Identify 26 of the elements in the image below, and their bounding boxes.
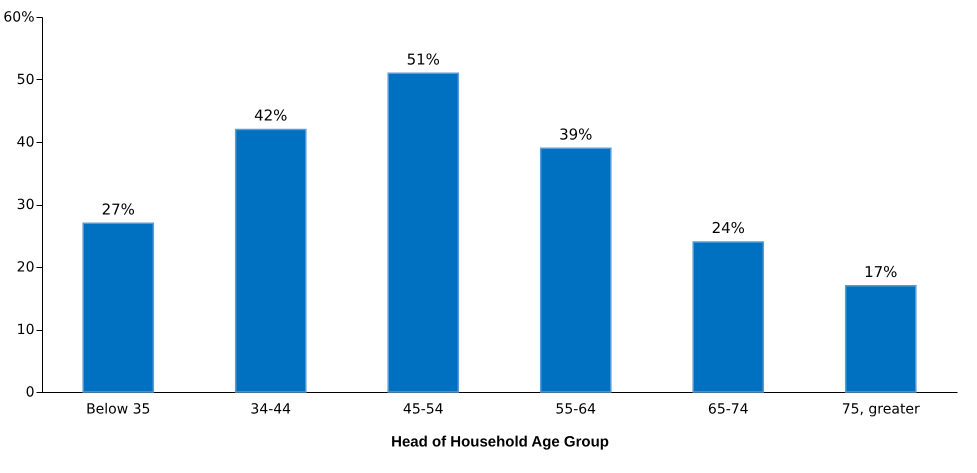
data-label: 17% <box>864 262 898 281</box>
y-tick-label: 0 <box>26 384 34 400</box>
data-label: 39% <box>559 125 592 144</box>
bar <box>82 222 154 393</box>
bar <box>692 241 764 393</box>
y-tick-label: 40 <box>16 134 34 150</box>
x-tick-label: Below 35 <box>86 402 150 418</box>
data-label: 27% <box>102 200 135 218</box>
y-tick-label: 60% <box>3 10 34 26</box>
x-tick-label: 75, greater <box>842 402 920 418</box>
data-label: 42% <box>254 106 288 124</box>
data-label: 24% <box>712 219 745 237</box>
bar <box>234 128 307 393</box>
y-tick-label: 50 <box>16 72 34 88</box>
data-label: 51% <box>406 50 440 68</box>
y-tick-label: 10 <box>16 322 34 338</box>
x-tick-label: 65-74 <box>708 402 749 418</box>
bar <box>387 72 460 393</box>
y-tick-label: 20 <box>16 260 34 276</box>
x-axis-title: Head of Household Age Group <box>391 434 609 450</box>
bar <box>540 148 612 393</box>
x-tick-label: 45-54 <box>402 402 444 418</box>
y-tick-label: 30 <box>16 197 34 213</box>
x-tick-label: 34-44 <box>250 402 292 418</box>
x-tick-label: 55-64 <box>555 402 596 418</box>
bar <box>844 285 917 393</box>
